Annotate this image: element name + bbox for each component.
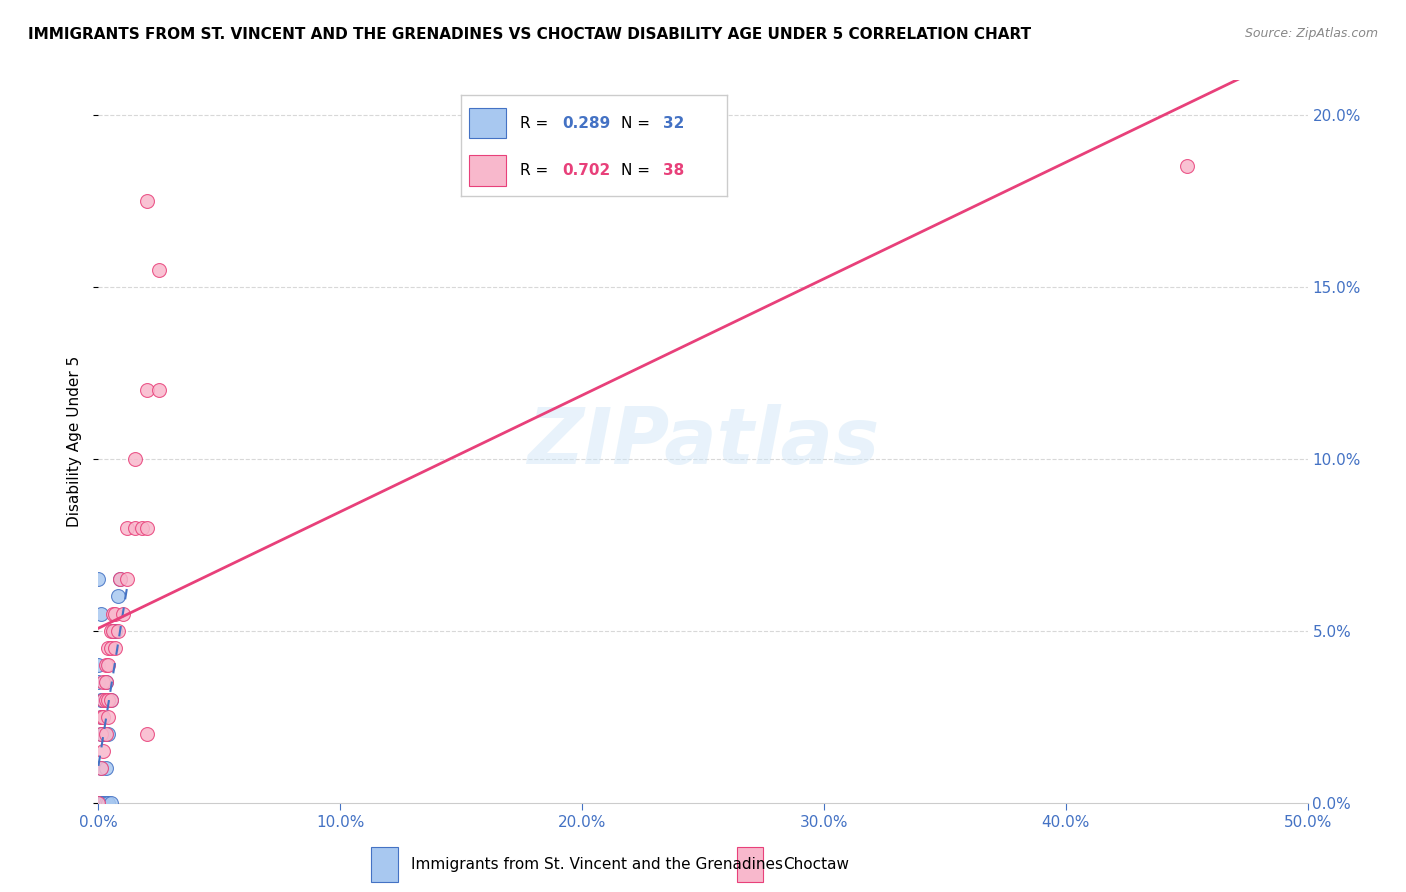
- Point: [107, 624, 129, 638]
- Point: [100, 692, 122, 706]
- Point: [87, 572, 110, 586]
- Point: [97, 658, 120, 673]
- Point: [100, 624, 122, 638]
- Point: [97, 640, 120, 655]
- Point: [97, 727, 120, 741]
- Text: IMMIGRANTS FROM ST. VINCENT AND THE GRENADINES VS CHOCTAW DISABILITY AGE UNDER 5: IMMIGRANTS FROM ST. VINCENT AND THE GREN…: [28, 27, 1031, 42]
- Point: [148, 383, 170, 397]
- Point: [91, 796, 114, 810]
- Point: [117, 572, 139, 586]
- Point: [94, 692, 117, 706]
- Point: [101, 624, 124, 638]
- Point: [124, 451, 146, 466]
- Point: [94, 796, 117, 810]
- Point: [107, 590, 129, 604]
- Point: [101, 624, 124, 638]
- Point: [135, 520, 157, 534]
- Point: [135, 383, 157, 397]
- Point: [90, 607, 112, 621]
- Text: ZIPatlas: ZIPatlas: [527, 403, 879, 480]
- Point: [117, 520, 139, 534]
- Point: [94, 727, 117, 741]
- Point: [94, 761, 117, 775]
- Point: [90, 710, 112, 724]
- Point: [91, 710, 114, 724]
- Point: [108, 572, 131, 586]
- Point: [90, 710, 112, 724]
- Point: [100, 796, 122, 810]
- Point: [87, 796, 110, 810]
- Point: [90, 796, 112, 810]
- Y-axis label: Disability Age Under 5: Disability Age Under 5: [67, 356, 83, 527]
- Point: [97, 692, 120, 706]
- Point: [87, 796, 110, 810]
- Point: [90, 761, 112, 775]
- Point: [104, 624, 127, 638]
- Point: [87, 675, 110, 690]
- Point: [91, 727, 114, 741]
- Point: [1175, 159, 1198, 173]
- Point: [90, 796, 112, 810]
- Point: [87, 658, 110, 673]
- Point: [100, 640, 122, 655]
- Point: [87, 796, 110, 810]
- Point: [104, 607, 127, 621]
- Point: [131, 520, 153, 534]
- Point: [148, 262, 170, 277]
- Point: [94, 675, 117, 690]
- Point: [87, 796, 110, 810]
- Point: [87, 796, 110, 810]
- Point: [87, 796, 110, 810]
- Point: [101, 607, 124, 621]
- Point: [94, 675, 117, 690]
- Point: [87, 796, 110, 810]
- Point: [97, 710, 120, 724]
- Point: [87, 796, 110, 810]
- Point: [91, 692, 114, 706]
- Point: [91, 744, 114, 758]
- Point: [124, 520, 146, 534]
- Point: [87, 796, 110, 810]
- Point: [104, 640, 127, 655]
- Point: [91, 675, 114, 690]
- Point: [91, 692, 114, 706]
- Point: [111, 607, 134, 621]
- Point: [135, 727, 157, 741]
- Point: [100, 692, 122, 706]
- Point: [90, 727, 112, 741]
- Text: Source: ZipAtlas.com: Source: ZipAtlas.com: [1244, 27, 1378, 40]
- Point: [94, 658, 117, 673]
- Point: [90, 761, 112, 775]
- Point: [90, 692, 112, 706]
- Point: [97, 796, 120, 810]
- Point: [90, 727, 112, 741]
- Point: [135, 194, 157, 208]
- Point: [108, 572, 131, 586]
